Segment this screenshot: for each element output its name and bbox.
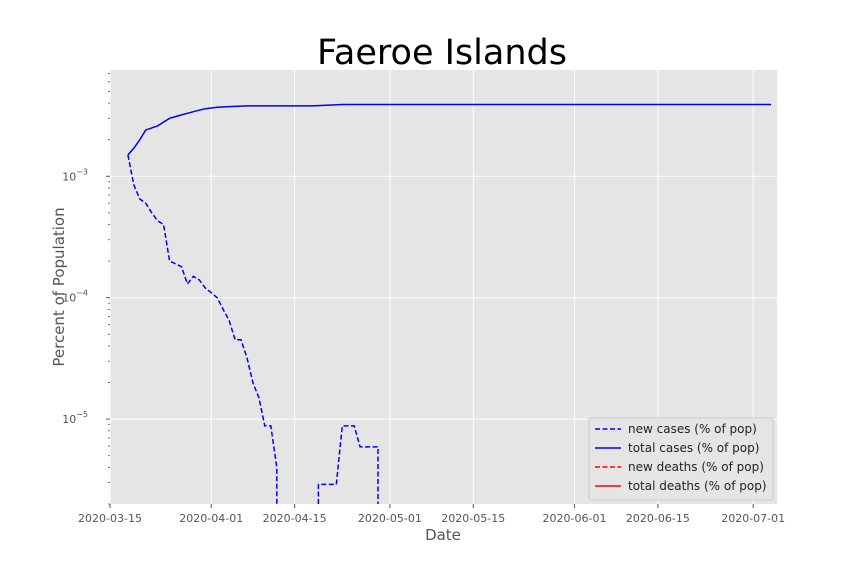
legend-box <box>588 417 774 501</box>
y-tick-base: 10 <box>62 170 76 183</box>
legend-label: new deaths (% of pop) <box>628 460 764 474</box>
legend-label: new cases (% of pop) <box>628 422 757 436</box>
y-tick-exponent: −4 <box>76 289 88 298</box>
legend-label: total deaths (% of pop) <box>628 479 767 493</box>
legend: new cases (% of pop) total cases (% of po… <box>588 417 774 501</box>
series-line-0 <box>127 154 278 504</box>
y-tick-base: 10 <box>62 292 76 305</box>
series-line-1 <box>317 425 379 504</box>
x-tick-label: 2020-06-15 <box>626 512 690 525</box>
chart-title: Faeroe Islands <box>317 33 567 73</box>
x-tick-label: 2020-04-01 <box>179 512 243 525</box>
x-tick-label: 2020-07-01 <box>721 512 785 525</box>
x-tick-label: 2020-04-15 <box>263 512 327 525</box>
y-tick-label: 10−5 <box>62 410 88 426</box>
y-tick-label: 10−4 <box>62 289 88 305</box>
axis-ticks: 2020-03-15 2020-04-01 2020-04-15 2020-05-01… <box>62 73 785 525</box>
series-line-2 <box>127 103 771 156</box>
x-tick-label: 2020-06-01 <box>543 512 607 525</box>
y-tick-label: 10−3 <box>62 167 88 183</box>
x-tick-label: 2020-03-15 <box>78 512 142 525</box>
y-tick-exponent: −3 <box>76 167 88 176</box>
x-axis-label: Date <box>425 526 461 544</box>
legend-label: total cases (% of pop) <box>628 441 759 455</box>
series-layer <box>127 103 771 504</box>
x-tick-label: 2020-05-01 <box>358 512 422 525</box>
x-tick-label: 2020-05-15 <box>441 512 505 525</box>
y-tick-exponent: −5 <box>76 410 88 419</box>
y-tick-base: 10 <box>62 413 76 426</box>
y-axis-label: Percent of Population <box>50 207 68 366</box>
